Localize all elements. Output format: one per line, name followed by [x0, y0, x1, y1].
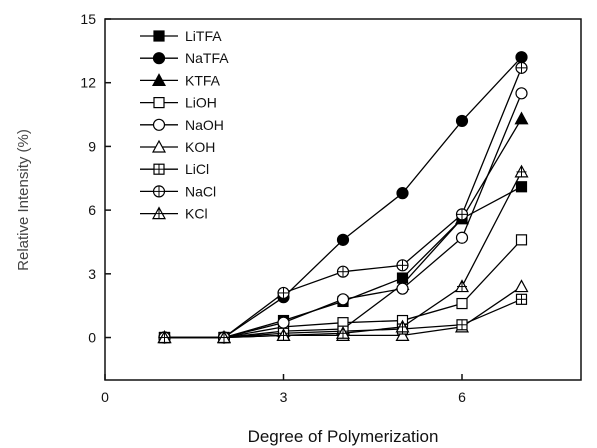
y-axis-title: Relative Intensity (%) [15, 129, 32, 271]
x-tick-label: 6 [458, 389, 466, 405]
legend-label: KOH [185, 139, 215, 155]
data-point-naoh [396, 282, 409, 295]
data-point-kcl [514, 164, 529, 178]
legend: LiTFA NaTFA KTFA LiOH NaOH KOH LiCl NaCl KCl [140, 28, 229, 222]
legend-item-nacl: NaCl [140, 183, 216, 199]
legend-item-naoh: NaOH [140, 117, 224, 133]
series-kcl [157, 164, 529, 344]
legend-marker [153, 30, 165, 42]
data-point-litfa [515, 181, 528, 193]
legend-label: LiOH [185, 95, 217, 111]
legend-marker [152, 52, 166, 65]
data-point-kcl [157, 330, 172, 344]
data-point-lioh [515, 234, 528, 246]
legend-item-litfa: LiTFA [140, 28, 222, 44]
data-point-kcl [216, 330, 232, 344]
legend-item-natfa: NaTFA [140, 50, 229, 66]
legend-label: KTFA [185, 72, 221, 88]
data-point-licl [456, 319, 468, 331]
legend-marker [151, 206, 167, 220]
y-axis-ticks: 0 3 6 9 12 15 [80, 11, 111, 346]
series-group [157, 51, 529, 344]
legend-marker [151, 139, 167, 153]
legend-item-kcl: KCl [140, 206, 208, 222]
data-point-nacl [336, 265, 350, 278]
y-tick-label: 12 [80, 75, 96, 91]
y-tick-label: 9 [88, 138, 96, 154]
legend-marker [152, 118, 166, 131]
data-point-naoh [277, 316, 290, 329]
legend-label: NaCl [185, 183, 216, 199]
plot-frame [104, 18, 582, 381]
legend-label: LiTFA [185, 28, 222, 44]
legend-marker [153, 163, 165, 175]
legend-label: KCl [185, 206, 208, 222]
y-tick-label: 6 [88, 202, 96, 218]
data-point-natfa [515, 51, 528, 64]
data-point-lioh [456, 297, 468, 310]
y-tick-label: 0 [88, 330, 96, 346]
legend-label: LiCl [185, 161, 209, 177]
x-tick-label: 0 [101, 389, 109, 405]
data-point-kcl [276, 328, 291, 342]
legend-item-lioh: LiOH [140, 95, 217, 111]
legend-label: NaOH [185, 117, 224, 133]
y-tick-label: 15 [80, 11, 96, 27]
data-point-licl [515, 293, 528, 305]
data-point-natfa [336, 233, 350, 246]
y-tick-label: 3 [88, 266, 96, 282]
x-axis-ticks: 0 3 6 [101, 374, 466, 405]
data-point-nacl [396, 259, 409, 272]
data-point-koh [395, 328, 410, 342]
legend-marker [153, 96, 165, 109]
data-point-nacl [515, 61, 528, 74]
axes [104, 18, 582, 381]
x-tick-label: 3 [280, 389, 288, 405]
data-point-natfa [455, 114, 469, 128]
x-axis-title: Degree of Polymerization [248, 427, 439, 446]
data-point-kcl [335, 326, 351, 339]
data-point-naoh [455, 231, 469, 244]
legend-item-ktfa: KTFA [140, 72, 221, 88]
legend-item-koh: KOH [140, 139, 215, 155]
data-point-naoh [515, 87, 528, 100]
data-point-naoh [336, 293, 350, 306]
data-point-kcl [454, 279, 470, 293]
legend-item-licl: LiCl [140, 161, 209, 177]
data-point-nacl [455, 208, 469, 221]
legend-marker [151, 73, 167, 87]
data-point-kcl [395, 319, 410, 333]
data-point-koh [514, 279, 529, 293]
data-point-ktfa [514, 111, 529, 125]
data-point-nacl [277, 286, 290, 300]
legend-marker [152, 185, 166, 198]
legend-label: NaTFA [185, 50, 229, 66]
data-point-natfa [396, 187, 409, 200]
